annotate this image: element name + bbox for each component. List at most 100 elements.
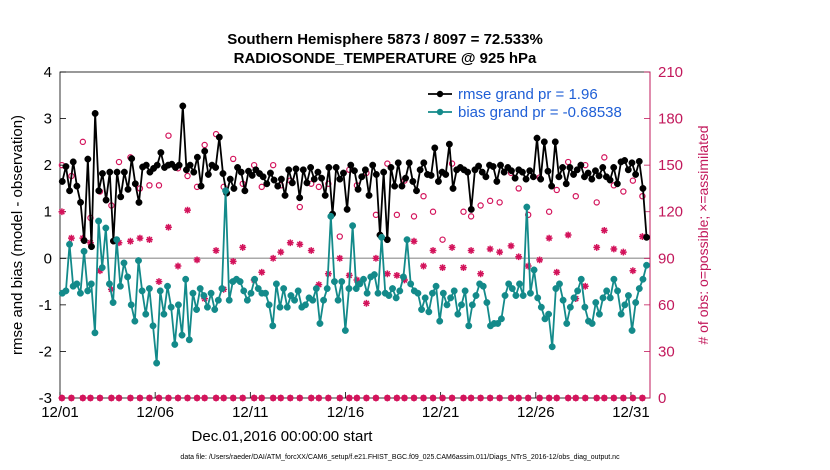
rmse-point: [548, 182, 556, 190]
bias-point: [349, 222, 357, 230]
assimilated-point: [136, 234, 144, 242]
assimilated-zero-point: [107, 394, 115, 402]
rmse-point: [128, 155, 136, 163]
assimilated-point: [353, 276, 361, 284]
bias-point: [142, 310, 150, 318]
possible-point: [486, 197, 494, 205]
rmse-point: [595, 172, 603, 180]
y2-tick-label: 0: [658, 390, 666, 407]
assimilated-zero-point: [439, 394, 446, 402]
assimilated-zero-point: [393, 394, 401, 402]
assimilated-point: [383, 270, 391, 278]
possible-point: [515, 185, 522, 192]
rmse-point: [391, 182, 399, 190]
x-tick-label: 12/26: [517, 404, 555, 421]
rmse-point: [529, 173, 537, 181]
rmse-point: [318, 174, 326, 182]
rmse-point: [120, 168, 128, 176]
bias-point: [116, 282, 124, 290]
rmse-point: [566, 164, 574, 171]
bias-point: [91, 329, 99, 337]
assimilated-point: [486, 245, 494, 253]
y-tick-label: 0: [44, 250, 52, 267]
rmse-point: [628, 159, 636, 167]
y-tick-label: 2: [44, 157, 52, 174]
assimilated-point: [286, 239, 294, 247]
rmse-point: [398, 182, 406, 190]
assimilated-point: [524, 262, 532, 270]
y2-tick-label: 120: [658, 204, 683, 221]
bias-point: [545, 310, 553, 318]
assimilated-zero-point: [315, 394, 323, 402]
assimilated-zero-point: [401, 394, 408, 402]
assimilated-point: [420, 262, 427, 270]
y2-tick-label: 30: [658, 343, 675, 360]
assimilated-zero-point: [593, 394, 601, 402]
possible-point: [593, 199, 600, 206]
assimilated-zero-point: [229, 394, 237, 402]
bias-point: [624, 292, 632, 299]
y2-tick-label: 150: [658, 157, 683, 174]
assimilated-zero-point: [460, 394, 467, 402]
y2-tick-label: 210: [658, 64, 683, 81]
assimilated-point: [174, 262, 182, 270]
rmse-point: [190, 168, 198, 176]
possible-point: [201, 141, 208, 149]
bias-point: [512, 292, 520, 299]
assimilated-point: [638, 233, 646, 240]
bias-point: [87, 280, 95, 288]
bias-point: [519, 292, 527, 299]
assimilated-point: [239, 244, 247, 251]
bias-point: [247, 289, 255, 297]
bias-point: [501, 292, 509, 299]
bias-point: [429, 289, 436, 297]
possible-point: [524, 211, 532, 219]
rmse-point: [277, 175, 285, 183]
rmse-point: [193, 153, 201, 161]
bias-point: [483, 299, 491, 306]
bias-point: [135, 257, 142, 265]
bias-point: [635, 285, 643, 293]
rmse-point: [106, 168, 114, 176]
rmse-point: [365, 191, 373, 199]
rmse-point: [570, 171, 577, 178]
bias-point: [200, 292, 208, 299]
rmse-point: [475, 162, 483, 170]
bias-point: [131, 317, 139, 325]
possible-point: [336, 233, 343, 240]
assimilated-zero-point: [269, 394, 277, 402]
assimilated-point: [165, 223, 172, 231]
bias-point: [559, 296, 567, 304]
bias-point: [312, 285, 320, 293]
bias-point: [153, 359, 161, 367]
bias-point: [280, 285, 288, 293]
bias-point: [566, 303, 574, 311]
rmse-point: [69, 158, 77, 166]
assimilated-zero-point: [629, 394, 637, 402]
rmse-point: [296, 194, 304, 202]
bias-point: [360, 275, 367, 283]
possible-point: [384, 160, 391, 167]
rmse-point: [409, 177, 417, 185]
possible-point: [429, 208, 437, 215]
assimilated-point: [619, 248, 627, 256]
possible-point: [296, 203, 304, 211]
bias-line: [61, 190, 648, 364]
possible-point: [115, 158, 123, 166]
assimilated-zero-point: [345, 394, 353, 402]
assimilated-point: [315, 281, 323, 289]
rmse-point: [354, 185, 362, 193]
possible-point: [572, 192, 579, 200]
rmse-point: [358, 173, 366, 181]
chart-title: Southern Hemisphere 5873 / 8097 = 72.533…: [227, 31, 543, 48]
assimilated-zero-point: [277, 394, 285, 402]
assimilated-zero-point: [610, 394, 618, 402]
rmse-point: [577, 161, 585, 169]
rmse-point: [632, 171, 640, 178]
possible-point: [439, 236, 446, 243]
y2-tick-label: 60: [658, 297, 675, 314]
rmse-point: [182, 166, 190, 174]
assimilated-point: [507, 242, 515, 250]
possible-point: [545, 208, 553, 215]
